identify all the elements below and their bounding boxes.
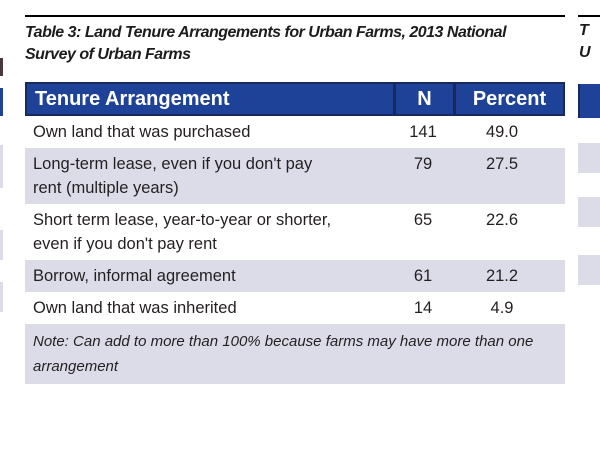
table-3: Tenure Arrangement N Percent Own land th… — [25, 82, 565, 384]
percent-cell: 21.2 — [485, 267, 519, 285]
table-note: Note: Can add to more than 100% because … — [25, 324, 565, 384]
tenure-arrangement-cell: Borrow, informal agreement — [33, 267, 236, 285]
table-row: Short term lease, year-to-year or shorte… — [25, 204, 565, 260]
tenure-arrangement-cell: Own land that was purchased — [33, 123, 251, 141]
table-title-line-2: Survey of Urban Farms — [25, 46, 191, 63]
column-header-n: N — [393, 84, 453, 114]
right-clipped-table-title: T U — [579, 20, 591, 64]
right-clipped-title-line-1: T — [579, 22, 589, 39]
left-clipped-table-header-edge — [0, 88, 3, 116]
percent-cell: 4.9 — [490, 299, 514, 317]
right-clipped-title-line-2: U — [579, 44, 591, 61]
n-cell: 141 — [409, 123, 437, 141]
right-clipped-table-top-rule — [578, 15, 600, 17]
table-body: Own land that was purchased 141 49.0 Lon… — [25, 116, 565, 324]
tenure-arrangement-cell: Long-term lease, even if you don't pay re… — [33, 155, 313, 197]
left-clipped-table-row-edge — [0, 282, 3, 312]
right-clipped-table-row-edge — [578, 255, 600, 285]
n-cell: 61 — [413, 267, 433, 285]
percent-cell: 27.5 — [485, 155, 519, 173]
percent-cell: 22.6 — [485, 211, 519, 229]
n-cell: 65 — [413, 211, 433, 229]
left-clipped-table-row-edge — [0, 230, 3, 260]
left-clipped-table-text-fragment — [0, 58, 3, 76]
right-clipped-table-row-edge — [578, 143, 600, 173]
table-header-row: Tenure Arrangement N Percent — [25, 82, 565, 116]
n-cell: 79 — [413, 155, 433, 173]
percent-cell: 49.0 — [485, 123, 519, 141]
left-clipped-table-row-edge — [0, 145, 3, 188]
tenure-arrangement-cell: Own land that was inherited — [33, 299, 237, 317]
table-title-line-1: Table 3: Land Tenure Arrangements for Ur… — [25, 24, 507, 41]
n-cell: 14 — [413, 299, 433, 317]
table-row: Borrow, informal agreement 61 21.2 — [25, 260, 565, 292]
column-header-percent: Percent — [453, 84, 563, 114]
table-3-container: Table 3: Land Tenure Arrangements for Ur… — [25, 15, 565, 384]
table-title: Table 3: Land Tenure Arrangements for Ur… — [25, 22, 565, 66]
table-row: Long-term lease, even if you don't pay re… — [25, 148, 565, 204]
top-rule — [25, 15, 565, 17]
tenure-arrangement-cell: Short term lease, year-to-year or shorte… — [33, 211, 332, 253]
right-clipped-table-row-edge — [578, 197, 600, 227]
column-header-tenure-arrangement: Tenure Arrangement — [35, 87, 230, 110]
table-row: Own land that was inherited 14 4.9 — [25, 292, 565, 324]
table-row: Own land that was purchased 141 49.0 — [25, 116, 565, 148]
right-clipped-table-header-edge — [578, 84, 600, 118]
table-note-line-2: arrangement — [33, 358, 119, 375]
table-note-line-1: Note: Can add to more than 100% because … — [33, 333, 534, 350]
